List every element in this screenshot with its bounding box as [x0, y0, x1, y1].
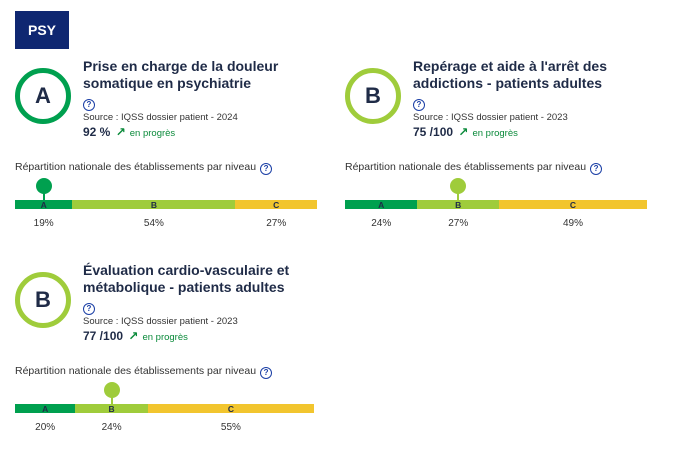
distribution-percent-a: 20%	[35, 422, 56, 433]
trend-up-icon: ↗	[115, 125, 126, 139]
distribution-percent-row: 24% 27% 49%	[345, 218, 647, 230]
trend-up-icon: ↗	[458, 125, 469, 139]
distribution-segment-b: B	[72, 200, 236, 210]
indicator-title: Prise en charge de la douleur somatique …	[83, 58, 279, 91]
current-level-marker	[103, 382, 120, 405]
score-value: 77 /100 ↗ en progrès	[83, 329, 188, 343]
trend-label: en progrès	[472, 128, 518, 139]
help-icon[interactable]: ?	[83, 99, 95, 111]
distribution-segment-c: C	[147, 404, 314, 414]
current-level-marker	[35, 178, 52, 201]
distribution-bar: A B C	[15, 200, 317, 210]
distribution-percent-a: 19%	[33, 218, 54, 229]
distribution-percent-b: 24%	[101, 422, 122, 433]
score-number: 75 /100	[413, 125, 454, 139]
help-icon[interactable]: ?	[83, 303, 95, 315]
distribution-percent-b: 54%	[143, 218, 164, 229]
indicator-title: Évaluation cardio-vasculaire et métaboli…	[83, 262, 290, 295]
source-text: Source : IQSS dossier patient - 2023	[83, 316, 238, 327]
source-text: Source : IQSS dossier patient - 2024	[83, 112, 238, 123]
help-icon[interactable]: ?	[590, 163, 603, 175]
grade-circle: B	[15, 272, 71, 328]
score-value: 75 /100 ↗ en progrès	[413, 125, 518, 139]
distribution-segment-c: C	[499, 200, 647, 210]
distribution-bar: A B C	[345, 200, 647, 210]
distribution-percent-a: 24%	[371, 218, 392, 229]
distribution-segment-c: C	[235, 200, 317, 210]
distribution-segment-a: A	[15, 404, 76, 414]
distribution-label-text: Répartition nationale des établissements…	[345, 161, 587, 173]
distribution-label: Répartition nationale des établissements…	[345, 161, 603, 175]
help-icon[interactable]: ?	[260, 367, 273, 379]
score-number: 92 %	[83, 125, 111, 139]
score-number: 77 /100	[83, 329, 124, 343]
distribution-segment-b: B	[75, 404, 148, 414]
distribution-percent-c: 55%	[220, 422, 241, 433]
trend-label: en progrès	[129, 128, 176, 139]
distribution-percent-c: 27%	[266, 218, 287, 229]
source-text: Source : IQSS dossier patient - 2023	[413, 112, 568, 123]
distribution-segment-a: A	[15, 200, 73, 210]
distribution-percent-row: 20% 24% 55%	[15, 422, 317, 434]
distribution-segment-b: B	[417, 200, 499, 210]
indicator-card: B Repérage et aide à l'arrêt des addicti…	[345, 58, 655, 258]
distribution-label: Répartition nationale des établissements…	[15, 365, 273, 379]
indicator-card: B Évaluation cardio-vasculaire et métabo…	[15, 262, 325, 456]
score-value: 92 % ↗ en progrès	[83, 125, 175, 139]
indicator-title: Repérage et aide à l'arrêt des addiction…	[413, 58, 607, 91]
category-badge: PSY	[15, 11, 69, 49]
distribution-bar: A B C	[15, 404, 317, 414]
help-icon[interactable]: ?	[413, 99, 425, 111]
current-level-marker	[450, 178, 467, 201]
distribution-segment-a: A	[345, 200, 418, 210]
grade-circle: A	[15, 68, 71, 124]
distribution-percent-b: 27%	[448, 218, 469, 229]
trend-label: en progrès	[142, 332, 188, 343]
distribution-label-text: Répartition nationale des établissements…	[15, 161, 257, 173]
distribution-label: Répartition nationale des établissements…	[15, 161, 273, 175]
indicator-card: A Prise en charge de la douleur somatiqu…	[15, 58, 325, 258]
trend-up-icon: ↗	[128, 329, 139, 343]
distribution-percent-row: 19% 54% 27%	[15, 218, 317, 230]
distribution-percent-c: 49%	[562, 218, 584, 229]
grade-circle: B	[345, 68, 401, 124]
help-icon[interactable]: ?	[260, 163, 273, 175]
distribution-label-text: Répartition nationale des établissements…	[15, 365, 257, 377]
